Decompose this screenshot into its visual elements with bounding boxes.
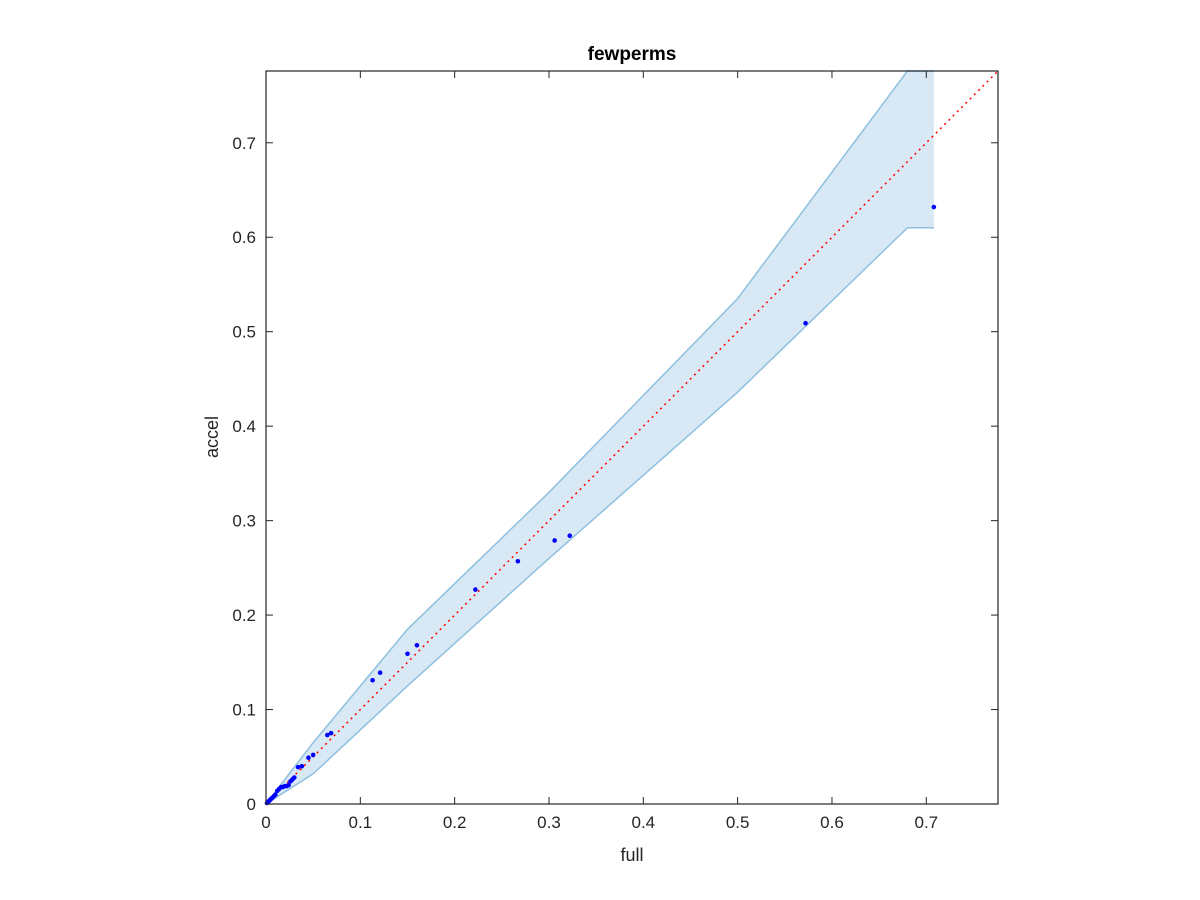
y-tick-label: 0.7 xyxy=(232,134,256,153)
data-point xyxy=(295,764,301,770)
confidence-band xyxy=(266,71,934,804)
data-point xyxy=(370,677,375,683)
y-tick-label: 0.2 xyxy=(232,606,256,625)
band-lower-edge xyxy=(265,227,934,805)
data-point xyxy=(286,782,291,788)
data-point xyxy=(405,651,410,657)
x-tick-label: 0.5 xyxy=(726,813,750,832)
data-point xyxy=(299,763,305,769)
x-tick-label: 0.6 xyxy=(820,813,844,832)
x-tick-label: 0 xyxy=(261,813,270,832)
x-axis-label: full xyxy=(620,845,643,865)
y-tick-label: 0.3 xyxy=(232,512,256,531)
data-point xyxy=(328,730,334,736)
data-point xyxy=(473,587,478,592)
y-axis-label: accel xyxy=(202,416,222,458)
y-tick-label: 0 xyxy=(247,795,256,814)
data-point xyxy=(273,792,278,797)
data-point xyxy=(552,538,557,543)
data-point xyxy=(325,732,330,738)
data-point xyxy=(306,755,311,761)
x-tick-label: 0.1 xyxy=(349,813,373,832)
x-tick-label: 0.7 xyxy=(914,813,938,832)
data-point xyxy=(291,775,297,780)
plot-area: 0 0.1 0.2 0.3 0.4 0.5 0.6 0.7 0 0.1 0.2 0.3 0.4 0.5 0.… xyxy=(232,70,999,832)
y-tick-label: 0.5 xyxy=(232,323,256,342)
chart-title: fewperms xyxy=(588,44,677,65)
axes-box xyxy=(265,70,999,805)
data-point xyxy=(931,204,937,210)
y-tick-label: 0.6 xyxy=(232,228,256,247)
x-tick-label: 0.3 xyxy=(537,813,561,832)
x-tick-label: 0.2 xyxy=(443,813,467,832)
data-point xyxy=(414,643,420,648)
y-tick-label: 0.4 xyxy=(232,417,256,436)
data-point xyxy=(567,533,573,539)
data-point xyxy=(377,670,383,676)
y-tick-label: 0.1 xyxy=(232,701,256,720)
data-point xyxy=(310,752,316,758)
x-tick-label: 0.4 xyxy=(631,813,655,832)
data-point xyxy=(515,558,521,564)
data-point xyxy=(803,320,808,326)
reference-line xyxy=(265,70,999,805)
